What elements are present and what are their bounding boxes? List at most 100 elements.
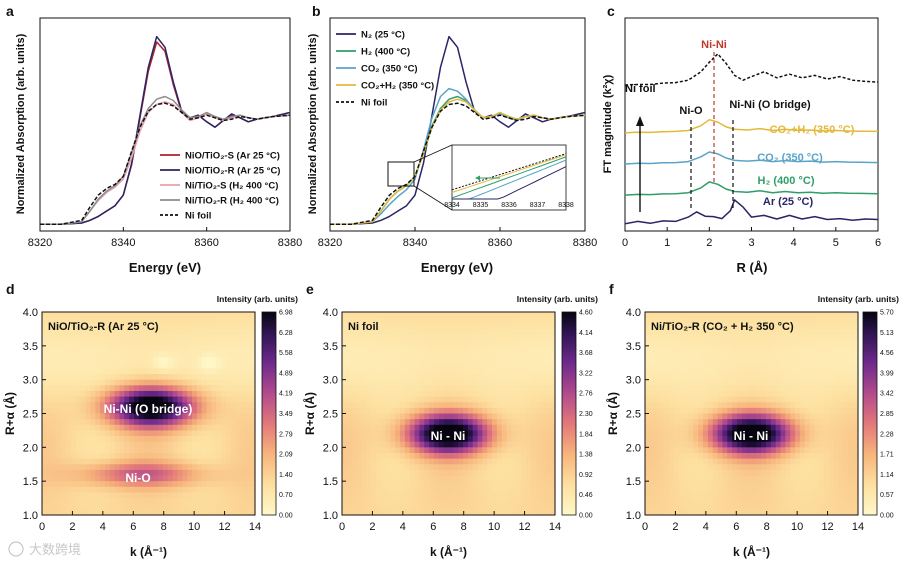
y-tick-label-d: 1.5: [23, 476, 38, 488]
x-axis-label-c: R (Å): [736, 260, 767, 275]
series-label-c-h-400-c: H₂ (400 °C): [758, 175, 815, 187]
zoom-connector-top: [413, 144, 453, 163]
series-line-c-ar-25-c: [625, 199, 878, 225]
x-tick-label-b: 8320: [318, 237, 342, 249]
colorbar-tick-label-d: 1.40: [279, 472, 293, 479]
colorbar-d: [261, 311, 277, 516]
colorbar-title-d: Intensity (arb. units): [217, 294, 298, 304]
inset-lines: [451, 153, 567, 200]
watermark: 大数跨境: [8, 541, 81, 558]
colorbar-tick-label-d: 2.09: [279, 452, 293, 459]
heatmap-cells-d: [42, 312, 256, 516]
x-tick-label-c: 4: [791, 237, 797, 249]
x-tick-label-f: 2: [672, 521, 678, 533]
panel-letter-b: b: [312, 3, 321, 19]
legend-label-b: N₂ (25 °C): [361, 30, 405, 41]
y-tick-label-d: 2.0: [23, 442, 38, 454]
y-tick-label-e: 2.0: [323, 442, 338, 454]
x-tick-label-e: 4: [400, 521, 406, 533]
y-tick-label-d: 2.5: [23, 409, 38, 421]
colorbar-title-e: Intensity (arb. units): [517, 294, 598, 304]
x-tick-label-d: 14: [249, 521, 261, 533]
legend-label-b: CO₂ (350 °C): [361, 64, 418, 75]
y-tick-label-e: 4.0: [323, 307, 338, 319]
heatmap-title-d: NiO/TiO₂-R (Ar 25 °C): [48, 321, 159, 333]
x-tick-label-f: 8: [764, 521, 770, 533]
y-axis-label-d: R+α (Å): [2, 392, 17, 435]
x-tick-label-f: 0: [642, 521, 648, 533]
y-tick-label-f: 4.0: [626, 307, 641, 319]
inset-tick-label: 8337: [530, 202, 546, 209]
heatmap-cells-e: [342, 312, 556, 516]
x-tick-label-d: 8: [161, 521, 167, 533]
x-tick-label-c: 0: [622, 237, 628, 249]
colorbar-tick-label-f: 0.00: [880, 513, 894, 520]
inset-tick-label: 8334: [444, 202, 460, 209]
inset: 8334 8335 8336 8337 8338: [444, 144, 574, 211]
x-tick-label-f: 12: [821, 521, 833, 533]
x-tick-label-e: 6: [430, 521, 436, 533]
series-labels-c: Ar (25 °C) H₂ (400 °C) CO₂ (350 °C) CO₂+H₂ …: [625, 83, 855, 208]
plot-frame-a: [39, 17, 291, 232]
series-line-a-ni-tio-r-h-400-c: [40, 95, 290, 226]
x-tick-label-c: 2: [706, 237, 712, 249]
panel-d: d NiO/TiO₂-R (Ar 25 °C) Ni-Ni (O bridge) Ni…: [2, 281, 298, 559]
annotation-ni-ni: Ni - Ni: [431, 429, 466, 443]
x-axis-label-a: Energy (eV): [129, 260, 201, 275]
x-tick-label-c: 3: [748, 237, 754, 249]
inset-tick-label: 8335: [473, 202, 489, 209]
x-tick-label-d: 4: [100, 521, 106, 533]
y-tick-label-f: 3.0: [626, 375, 641, 387]
legend-label-a: NiO/TiO₂-R (Ar 25 °C): [185, 166, 280, 177]
x-tick-label-f: 10: [791, 521, 803, 533]
annotation-ni-o: Ni-O: [125, 471, 150, 485]
x-tick-label-c: 6: [875, 237, 881, 249]
x-tick-label-f: 14: [852, 521, 864, 533]
y-tick-label-e: 1.0: [323, 510, 338, 522]
inset-tick-label: 8338: [558, 202, 574, 209]
zoom-connector-bottom: [413, 185, 453, 211]
x-axis-label-f: k (Å⁻¹): [733, 544, 770, 559]
y-tick-label-d: 3.0: [23, 375, 38, 387]
y-axis-label-f: R+α (Å): [605, 392, 620, 435]
colorbar-tick-label-e: 0.92: [579, 472, 593, 479]
y-tick-label-e: 1.5: [323, 476, 338, 488]
colorbar-tick-label-d: 3.49: [279, 411, 293, 418]
x-tick-label-e: 8: [461, 521, 467, 533]
annotation-ni-ni: Ni-Ni: [701, 39, 727, 51]
legend-label-a: Ni/TiO₂-S (H₂ 400 °C): [185, 181, 278, 192]
legend-label-a: NiO/TiO₂-S (Ar 25 °C): [185, 151, 280, 162]
panel-letter-e: e: [306, 281, 314, 297]
x-axis-label-e: k (Å⁻¹): [430, 544, 467, 559]
colorbar-tick-label-d: 4.19: [279, 391, 293, 398]
x-tick-label-d: 6: [130, 521, 136, 533]
series-lines-c: [625, 53, 878, 225]
colorbar-tick-label-f: 0.57: [880, 492, 894, 499]
y-tick-label-e: 3.5: [323, 341, 338, 353]
inset-line: [451, 153, 567, 191]
y-tick-label-f: 1.5: [626, 476, 641, 488]
colorbar-tick-label-d: 2.79: [279, 431, 293, 438]
colorbar-tick-label-f: 2.28: [880, 431, 894, 438]
y-axis-label-c: FT magnitude (k²χ): [602, 74, 614, 173]
legend-b: N₂ (25 °C) H₂ (400 °C) CO₂ (350 °C) CO₂+H₂ …: [336, 30, 434, 109]
colorbar-tick-label-f: 3.42: [880, 391, 894, 398]
panel-letter-f: f: [609, 281, 614, 297]
colorbar-tick-label-e: 1.84: [579, 431, 593, 438]
colorbar-tick-label-e: 2.76: [579, 391, 593, 398]
legend-a: NiO/TiO₂-S (Ar 25 °C) NiO/TiO₂-R (Ar 25 °…: [160, 151, 280, 222]
y-tick-label-f: 2.0: [626, 442, 641, 454]
x-tick-label-e: 2: [369, 521, 375, 533]
x-ticks-a: 8320 8340 8360 8380: [28, 227, 302, 249]
colorbar-tick-label-e: 3.22: [579, 370, 593, 377]
y-axis-label-a: Normalized Absorption (arb. units): [15, 33, 27, 214]
x-tick-label-a: 8360: [194, 237, 218, 249]
inset-line: [452, 159, 567, 200]
y-axis-label-b: Normalized Absorption (arb. units): [307, 33, 319, 214]
colorbar-tick-label-d: 0.70: [279, 492, 293, 499]
series-line-c-co-350-c: [625, 151, 878, 165]
legend-label-a: Ni/TiO₂-R (H₂ 400 °C): [185, 196, 279, 207]
series-label-c-co-350-c: CO₂ (350 °C): [757, 152, 823, 164]
x-tick-label-a: 8340: [111, 237, 135, 249]
